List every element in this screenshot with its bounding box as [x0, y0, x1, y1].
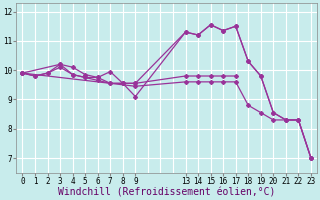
X-axis label: Windchill (Refroidissement éolien,°C): Windchill (Refroidissement éolien,°C)	[58, 187, 276, 197]
